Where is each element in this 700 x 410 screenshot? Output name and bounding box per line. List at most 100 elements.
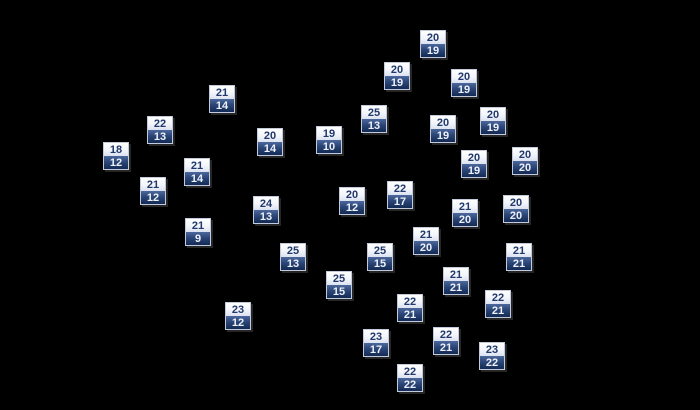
temp-marker[interactable]: 25 13 [361, 105, 387, 133]
low-temp-value: 13 [362, 119, 386, 132]
temp-marker[interactable]: 20 20 [503, 195, 529, 223]
temp-marker[interactable]: 20 19 [420, 30, 446, 58]
low-temp-value: 19 [385, 76, 409, 89]
temp-marker[interactable]: 20 19 [384, 62, 410, 90]
low-temp-value: 15 [368, 257, 392, 270]
low-temp-value: 20 [513, 161, 537, 174]
high-temp-value: 25 [327, 272, 351, 285]
temp-marker[interactable]: 19 10 [316, 126, 342, 154]
low-temp-value: 22 [480, 356, 504, 369]
high-temp-value: 21 [186, 219, 210, 232]
low-temp-value: 10 [317, 140, 341, 153]
low-temp-value: 19 [421, 44, 445, 57]
low-temp-value: 12 [141, 191, 165, 204]
low-temp-value: 20 [504, 209, 528, 222]
high-temp-value: 21 [185, 159, 209, 172]
low-temp-value: 12 [340, 201, 364, 214]
temp-marker[interactable]: 21 20 [413, 227, 439, 255]
high-temp-value: 25 [368, 244, 392, 257]
low-temp-value: 9 [186, 232, 210, 245]
temp-marker[interactable]: 18 12 [103, 142, 129, 170]
low-temp-value: 21 [486, 304, 510, 317]
low-temp-value: 12 [104, 156, 128, 169]
low-temp-value: 17 [388, 195, 412, 208]
temp-marker[interactable]: 21 21 [443, 267, 469, 295]
temp-marker[interactable]: 25 15 [367, 243, 393, 271]
low-temp-value: 22 [398, 378, 422, 391]
temp-marker[interactable]: 25 13 [280, 243, 306, 271]
high-temp-value: 20 [421, 31, 445, 44]
high-temp-value: 20 [452, 70, 476, 83]
temp-marker[interactable]: 24 13 [253, 196, 279, 224]
high-temp-value: 20 [258, 129, 282, 142]
temp-marker[interactable]: 21 14 [184, 158, 210, 186]
temp-marker[interactable]: 25 15 [326, 271, 352, 299]
high-temp-value: 20 [513, 148, 537, 161]
low-temp-value: 14 [258, 142, 282, 155]
high-temp-value: 22 [148, 117, 172, 130]
high-temp-value: 23 [364, 330, 388, 343]
temp-marker[interactable]: 22 21 [485, 290, 511, 318]
low-temp-value: 14 [210, 99, 234, 112]
high-temp-value: 21 [453, 200, 477, 213]
high-temp-value: 18 [104, 143, 128, 156]
low-temp-value: 21 [434, 341, 458, 354]
temp-marker[interactable]: 22 21 [433, 327, 459, 355]
high-temp-value: 19 [317, 127, 341, 140]
high-temp-value: 20 [385, 63, 409, 76]
high-temp-value: 25 [362, 106, 386, 119]
low-temp-value: 12 [226, 316, 250, 329]
high-temp-value: 20 [481, 108, 505, 121]
low-temp-value: 19 [481, 121, 505, 134]
low-temp-value: 20 [453, 213, 477, 226]
low-temp-value: 19 [431, 129, 455, 142]
high-temp-value: 21 [444, 268, 468, 281]
high-temp-value: 22 [486, 291, 510, 304]
temp-marker[interactable]: 23 17 [363, 329, 389, 357]
high-temp-value: 20 [504, 196, 528, 209]
high-temp-value: 25 [281, 244, 305, 257]
temp-marker[interactable]: 22 13 [147, 116, 173, 144]
temp-marker[interactable]: 20 20 [512, 147, 538, 175]
temp-marker[interactable]: 22 17 [387, 181, 413, 209]
low-temp-value: 20 [414, 241, 438, 254]
low-temp-value: 21 [507, 257, 531, 270]
high-temp-value: 20 [462, 151, 486, 164]
low-temp-value: 17 [364, 343, 388, 356]
low-temp-value: 13 [254, 210, 278, 223]
high-temp-value: 22 [398, 365, 422, 378]
temp-marker[interactable]: 20 19 [480, 107, 506, 135]
high-temp-value: 21 [210, 86, 234, 99]
temp-marker[interactable]: 23 12 [225, 302, 251, 330]
high-temp-value: 21 [141, 178, 165, 191]
low-temp-value: 13 [148, 130, 172, 143]
temp-marker[interactable]: 23 22 [479, 342, 505, 370]
temp-marker[interactable]: 20 19 [461, 150, 487, 178]
low-temp-value: 21 [398, 308, 422, 321]
high-temp-value: 22 [434, 328, 458, 341]
low-temp-value: 13 [281, 257, 305, 270]
temp-marker[interactable]: 22 21 [397, 294, 423, 322]
temp-marker[interactable]: 20 19 [451, 69, 477, 97]
low-temp-value: 19 [462, 164, 486, 177]
temp-marker[interactable]: 22 22 [397, 364, 423, 392]
temp-marker[interactable]: 20 12 [339, 187, 365, 215]
temp-marker[interactable]: 20 14 [257, 128, 283, 156]
low-temp-value: 19 [452, 83, 476, 96]
temp-marker[interactable]: 21 20 [452, 199, 478, 227]
high-temp-value: 20 [340, 188, 364, 201]
low-temp-value: 21 [444, 281, 468, 294]
low-temp-value: 14 [185, 172, 209, 185]
high-temp-value: 20 [431, 116, 455, 129]
temp-marker[interactable]: 21 12 [140, 177, 166, 205]
temp-marker[interactable]: 21 21 [506, 243, 532, 271]
high-temp-value: 21 [414, 228, 438, 241]
temp-marker[interactable]: 21 14 [209, 85, 235, 113]
high-temp-value: 23 [226, 303, 250, 316]
temp-marker[interactable]: 20 19 [430, 115, 456, 143]
temp-marker[interactable]: 21 9 [185, 218, 211, 246]
high-temp-value: 24 [254, 197, 278, 210]
high-temp-value: 22 [388, 182, 412, 195]
high-temp-value: 23 [480, 343, 504, 356]
